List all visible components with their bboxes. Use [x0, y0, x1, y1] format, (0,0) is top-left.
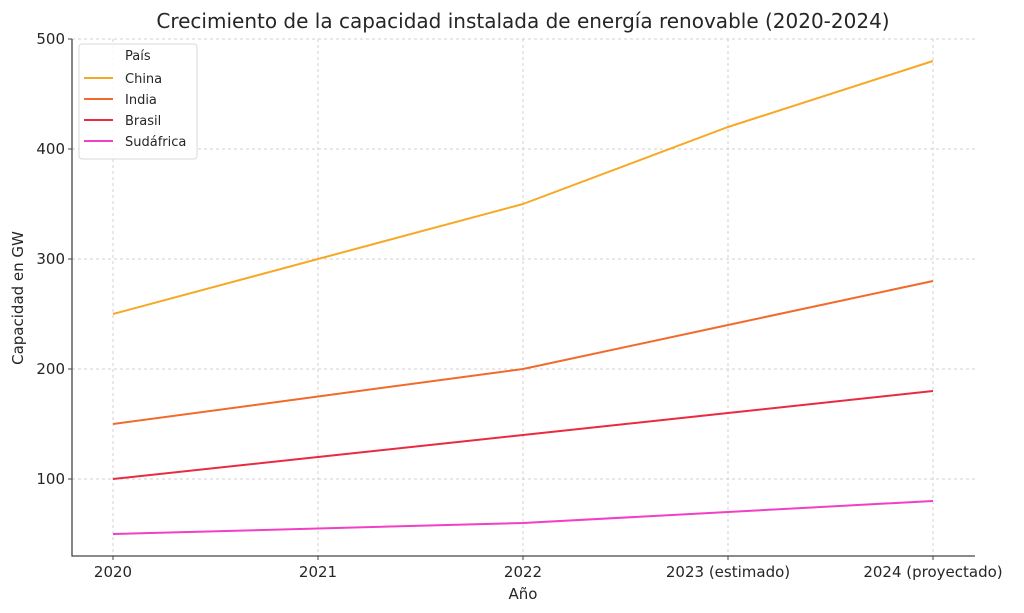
y-tick-label: 100 [36, 470, 65, 488]
series-line-sudfrica [112, 500, 934, 535]
legend: País China India Brasil Sudáfrica [78, 43, 198, 160]
legend-box [78, 43, 198, 160]
series-line-china [112, 60, 934, 315]
y-tick-label: 300 [36, 250, 65, 268]
legend-label: Brasil [125, 114, 161, 129]
x-axis-label: Año [509, 585, 538, 603]
axes: 100 200 300 400 500 2020 2021 2022 2023 (estimad… [36, 30, 1002, 581]
legend-label: China [125, 72, 162, 87]
y-tick-label: 500 [36, 30, 65, 48]
y-axis-label: Capacidad en GW [9, 231, 27, 365]
chart-title: Crecimiento de la capacidad instalada de… [156, 9, 889, 33]
y-tick-label: 400 [36, 140, 65, 158]
legend-label: Sudáfrica [125, 135, 186, 150]
x-tick-label: 2023 (estimado) [666, 563, 790, 581]
x-tick-label: 2021 [299, 563, 337, 581]
legend-title: País [125, 49, 151, 64]
legend-label: India [125, 93, 157, 108]
axis-spines [71, 39, 975, 557]
grid [72, 38, 975, 556]
x-tick-label: 2022 [504, 563, 542, 581]
x-tick-label: 2024 (proyectado) [863, 563, 1002, 581]
series-line-india [112, 280, 934, 425]
series-lines [112, 60, 934, 535]
series-line-brasil [112, 390, 934, 480]
x-tick-label: 2020 [94, 563, 132, 581]
y-tick-label: 200 [36, 360, 65, 378]
